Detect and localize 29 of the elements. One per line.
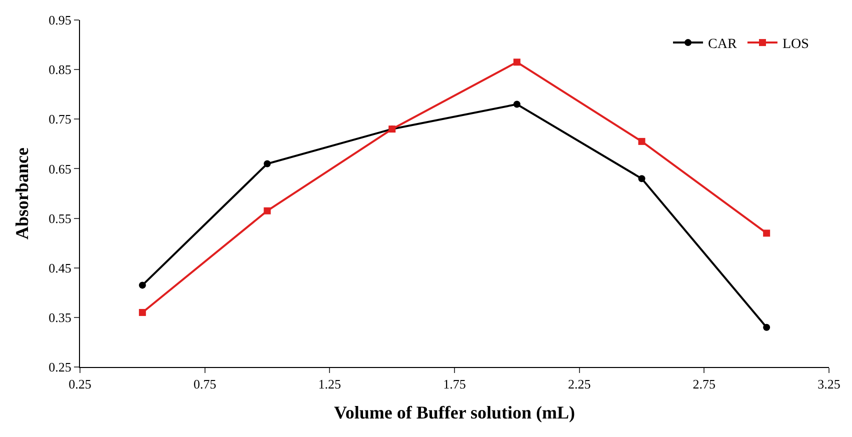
point — [513, 100, 520, 108]
point — [638, 138, 646, 145]
y-tick-label: 0.65 — [48, 161, 72, 176]
point — [138, 308, 146, 316]
point — [513, 58, 520, 66]
legend-label: LOS — [782, 37, 809, 52]
y-tick-label: 0.55 — [48, 210, 72, 226]
y-tick-label: 0.25 — [48, 360, 72, 375]
y-axis-title: Absorbance — [12, 147, 32, 240]
point — [264, 207, 271, 214]
x-axis-title: Volume of Buffer solution (mL) — [334, 402, 576, 423]
x-tick-label: 1.25 — [318, 376, 342, 392]
x-tick-label: 2.25 — [568, 376, 591, 392]
point — [763, 230, 770, 237]
x-tick-label: 0.25 — [68, 376, 92, 392]
y-tick-label: 0.95 — [48, 12, 72, 28]
legend-label: CAR — [708, 37, 738, 52]
x-tick-label: 0.75 — [193, 376, 216, 392]
x-tick-label: 1.75 — [443, 376, 466, 392]
y-tick-label: 0.75 — [48, 112, 72, 127]
y-tick-label: 0.45 — [48, 260, 72, 276]
x-tick-label: 3.25 — [818, 376, 840, 392]
point — [763, 324, 770, 331]
x-tick-label: 2.75 — [692, 376, 716, 392]
y-tick-label: 0.85 — [48, 62, 72, 78]
point — [138, 282, 146, 289]
point — [264, 160, 271, 168]
point — [638, 175, 646, 182]
y-tick-label: 0.35 — [48, 310, 72, 325]
